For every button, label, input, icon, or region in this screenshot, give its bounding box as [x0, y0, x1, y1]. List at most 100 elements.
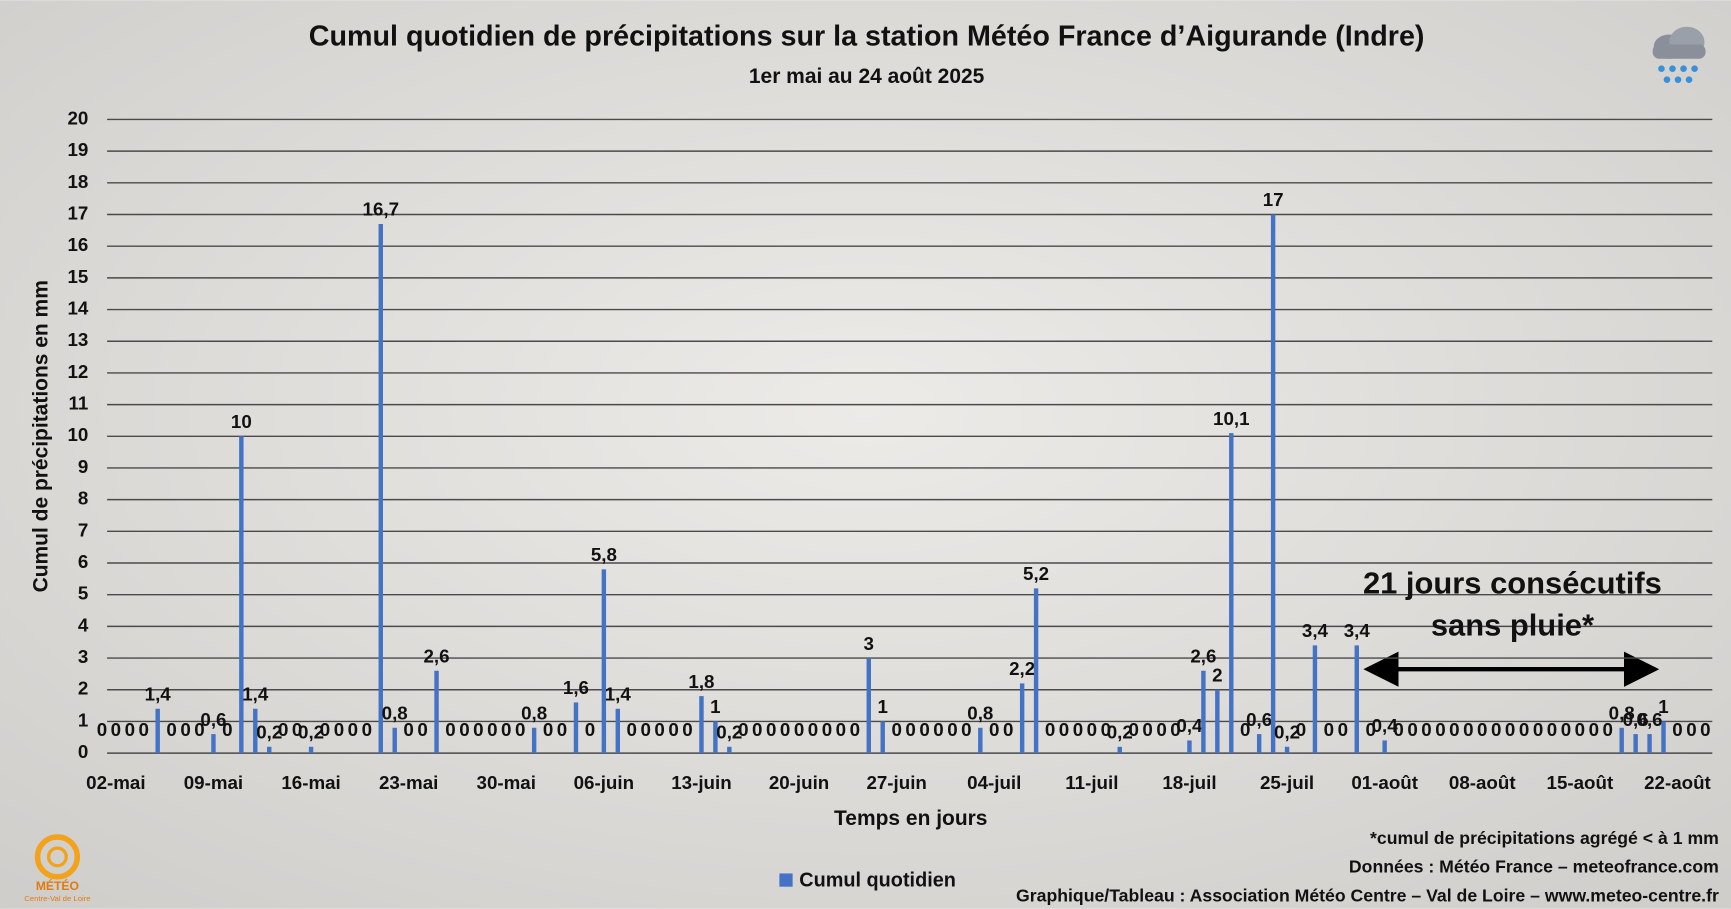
data-label: 0 — [403, 719, 413, 740]
data-label: 0 — [334, 719, 344, 740]
bar — [713, 721, 718, 754]
data-label: 0 — [1603, 719, 1613, 740]
bar — [1633, 734, 1638, 754]
data-label: 0 — [766, 719, 776, 740]
data-label: 0 — [1338, 719, 1348, 740]
y-tick-label: 18 — [67, 171, 88, 192]
logo-name: MÉTÉO — [36, 878, 79, 893]
footnote: Graphique/Tableau : Association Météo Ce… — [1016, 885, 1719, 905]
data-label: 0 — [362, 719, 372, 740]
data-label: 1,4 — [145, 683, 172, 704]
bar — [1270, 214, 1276, 754]
data-label: 0 — [808, 719, 818, 740]
data-label: 1 — [710, 696, 720, 717]
bar — [1619, 727, 1624, 754]
data-label: 0 — [1533, 719, 1543, 740]
data-label: 0 — [585, 719, 595, 740]
data-label: 0 — [1505, 719, 1515, 740]
x-tick-label: 20-juin — [769, 772, 829, 793]
annotation: sans pluie* — [1431, 607, 1594, 642]
data-label: 0 — [543, 719, 553, 740]
data-label: 0 — [752, 719, 762, 740]
data-label: 0 — [1073, 719, 1083, 740]
data-label: 0,8 — [382, 702, 408, 723]
x-tick-label: 18-juil — [1162, 772, 1216, 793]
data-label: 1 — [1658, 696, 1668, 717]
data-label: 3,4 — [1344, 620, 1371, 641]
data-label: 0 — [1700, 719, 1710, 740]
annotation: 21 jours consécutifs — [1363, 565, 1662, 600]
data-label: 1 — [877, 696, 887, 717]
bar — [1215, 689, 1220, 754]
data-label: 17 — [1263, 189, 1284, 210]
data-label: 1,6 — [563, 677, 589, 698]
y-tick-label: 20 — [67, 107, 88, 128]
x-tick-label: 23-mai — [379, 772, 438, 793]
data-label: 0 — [905, 719, 915, 740]
data-label: 0 — [180, 719, 190, 740]
bar — [1382, 740, 1387, 754]
data-label: 0 — [166, 719, 176, 740]
data-label: 1,8 — [688, 671, 714, 692]
data-label: 0 — [97, 719, 107, 740]
data-label: 10,1 — [1213, 408, 1250, 429]
data-label: 3 — [864, 633, 874, 654]
y-tick-label: 12 — [67, 361, 88, 382]
data-label: 0 — [417, 719, 427, 740]
y-tick-label: 16 — [67, 234, 88, 255]
bar — [211, 734, 216, 754]
data-label: 0 — [473, 719, 483, 740]
x-tick-label: 13-juin — [671, 772, 731, 793]
bar — [155, 708, 160, 754]
y-tick-label: 15 — [67, 266, 88, 287]
data-label: 0 — [1686, 719, 1696, 740]
data-label: 5,8 — [591, 544, 617, 565]
bar — [601, 569, 607, 754]
x-tick-label: 27-juin — [866, 772, 926, 793]
x-tick-label: 22-août — [1644, 772, 1711, 793]
data-label: 0 — [111, 719, 121, 740]
data-label: 2 — [1212, 664, 1222, 685]
bar — [727, 746, 732, 754]
data-label: 0 — [515, 719, 525, 740]
bar — [1019, 683, 1025, 754]
data-label: 0,6 — [1637, 709, 1663, 730]
x-tick-label: 11-juil — [1065, 772, 1118, 793]
data-label: 0 — [1547, 719, 1557, 740]
y-tick-label: 7 — [78, 519, 88, 540]
data-label: 0,2 — [298, 721, 324, 742]
data-label: 0 — [1407, 719, 1417, 740]
y-tick-label: 2 — [78, 678, 88, 699]
data-label: 0 — [1393, 719, 1403, 740]
data-label: 0 — [1324, 719, 1334, 740]
data-label: 0 — [947, 719, 957, 740]
x-tick-label: 15-août — [1547, 772, 1614, 793]
y-tick-label: 14 — [67, 298, 88, 319]
data-label: 0 — [794, 719, 804, 740]
data-label: 0 — [1296, 719, 1306, 740]
data-label: 0 — [459, 719, 469, 740]
data-label: 0 — [1519, 719, 1529, 740]
data-label: 0 — [1003, 719, 1013, 740]
data-label: 0 — [682, 719, 692, 740]
data-label: 0 — [961, 719, 971, 740]
data-label: 0 — [738, 719, 748, 740]
data-label: 0 — [1170, 719, 1180, 740]
data-label: 0 — [836, 719, 846, 740]
bar — [1647, 734, 1652, 754]
data-label: 0,4 — [1176, 715, 1203, 736]
data-label: 0 — [125, 719, 135, 740]
bar — [1312, 645, 1318, 754]
y-tick-label: 6 — [78, 551, 88, 572]
data-label: 0 — [278, 719, 288, 740]
data-label: 0 — [654, 719, 664, 740]
y-tick-label: 4 — [78, 614, 89, 635]
weather-icon — [1652, 26, 1706, 84]
x-tick-label: 09-mai — [184, 772, 243, 793]
data-label: 0 — [1575, 719, 1585, 740]
x-tick-label: 30-mai — [477, 772, 536, 793]
data-label: 0,8 — [1609, 702, 1635, 723]
data-label: 0 — [222, 719, 232, 740]
